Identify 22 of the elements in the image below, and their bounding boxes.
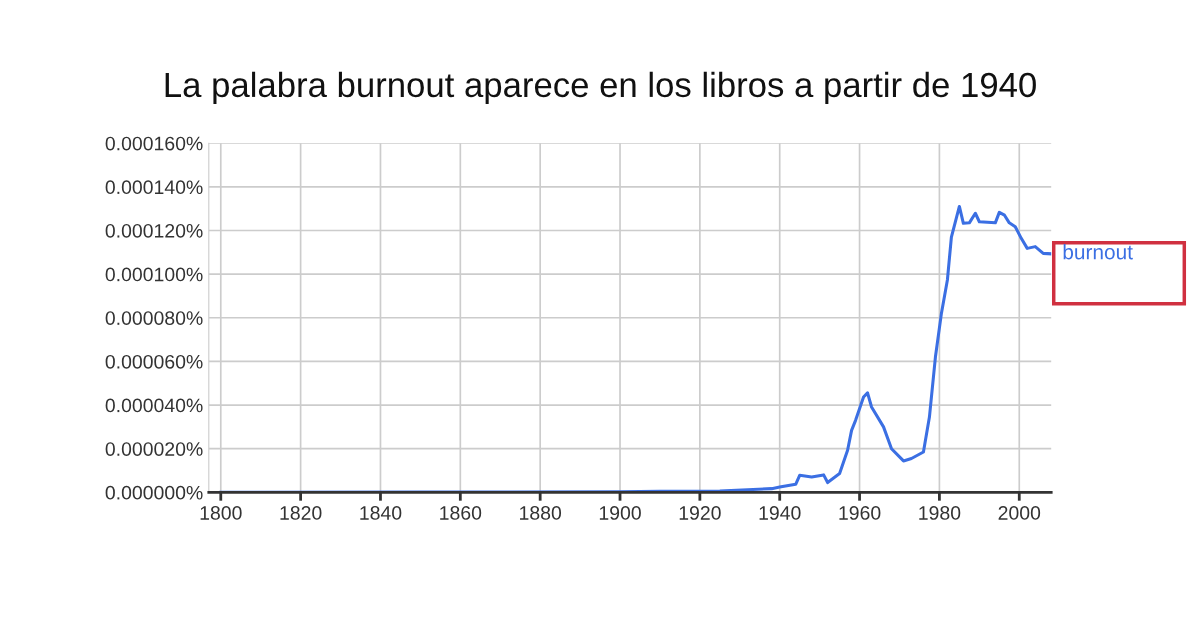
x-tick-label: 1880 bbox=[520, 506, 562, 520]
x-tick-label: 1860 bbox=[440, 506, 482, 520]
y-tick-label: 0.000040% bbox=[105, 398, 203, 413]
series-label: burnout bbox=[1063, 244, 1133, 260]
y-tick-label: 0.000060% bbox=[105, 354, 203, 369]
y-tick-label: 0.000020% bbox=[105, 442, 203, 456]
x-tick-label: 1800 bbox=[200, 506, 242, 520]
chart-title: La palabra burnout aparece en los libros a partir de 1940 bbox=[165, 71, 1036, 105]
x-tick-label: 1940 bbox=[759, 506, 801, 520]
x-tick-label: 1920 bbox=[679, 506, 721, 520]
y-tick-label: 0.000000% bbox=[105, 485, 203, 500]
x-tick-label: 1820 bbox=[280, 506, 322, 520]
y-tick-label: 0.000080% bbox=[105, 311, 203, 325]
x-tick-label: 2000 bbox=[998, 506, 1041, 520]
y-tick-label: 0.000140% bbox=[105, 180, 203, 195]
y-tick-label: 0.000120% bbox=[105, 223, 203, 238]
x-tick-label: 1980 bbox=[919, 506, 961, 520]
y-tick-label: 0.000100% bbox=[105, 267, 203, 282]
y-tick-label: 0.000160% bbox=[105, 136, 203, 151]
x-tick-label: 1840 bbox=[360, 506, 402, 520]
x-tick-label: 1960 bbox=[839, 506, 881, 520]
x-tick-label: 1900 bbox=[599, 506, 641, 520]
